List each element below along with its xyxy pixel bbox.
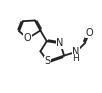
- Text: H: H: [73, 54, 79, 63]
- Text: N: N: [57, 38, 64, 48]
- Text: O: O: [86, 28, 93, 38]
- Text: O: O: [24, 33, 32, 43]
- Text: S: S: [44, 56, 51, 66]
- Text: N: N: [72, 47, 80, 57]
